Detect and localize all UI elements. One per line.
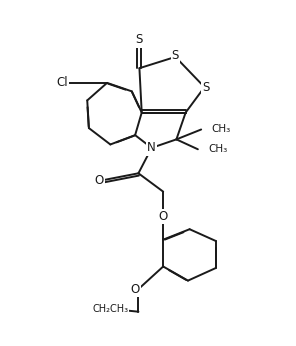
Text: CH₂CH₃: CH₂CH₃ <box>92 304 128 314</box>
Text: N: N <box>147 142 156 154</box>
Text: O: O <box>131 283 140 295</box>
Text: O: O <box>94 174 104 187</box>
Text: Cl: Cl <box>56 76 68 89</box>
Text: CH₃: CH₃ <box>211 125 231 135</box>
Text: S: S <box>202 81 210 94</box>
Text: O: O <box>159 210 168 223</box>
Text: S: S <box>172 49 179 62</box>
Text: CH₃: CH₃ <box>208 144 227 154</box>
Text: S: S <box>136 34 143 46</box>
